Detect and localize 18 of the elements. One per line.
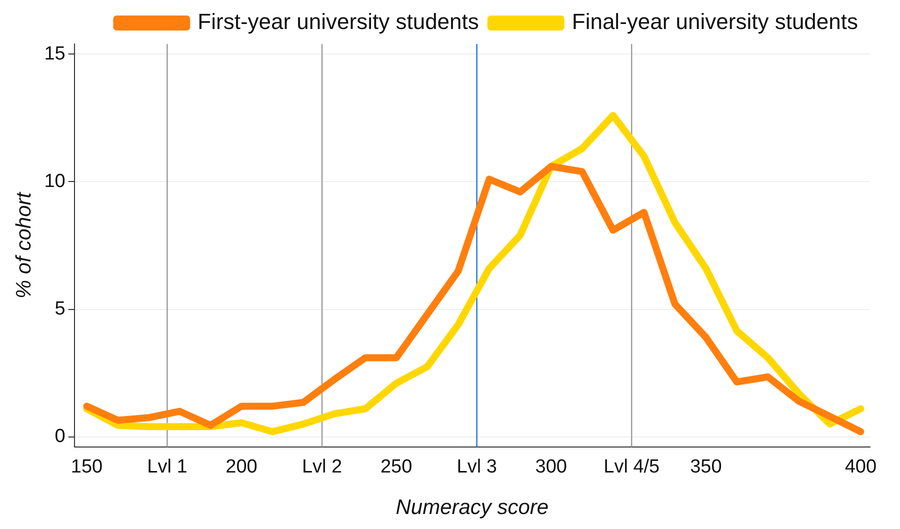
y-tick-label: 0	[54, 426, 66, 448]
x-tick-label: Lvl 4/5	[604, 456, 660, 478]
x-tick-label: 150	[70, 456, 103, 478]
y-tick-label: 5	[54, 298, 66, 320]
x-tick-label: Lvl 3	[456, 456, 497, 478]
legend-label: Final-year university students	[572, 9, 858, 34]
x-tick-label: 350	[690, 456, 722, 478]
x-tick-label: 300	[535, 456, 567, 478]
legend-label: First-year university students	[198, 9, 479, 34]
x-tick-label: 400	[844, 456, 877, 478]
x-tick-label: 250	[380, 456, 412, 478]
x-tick-label: Lvl 1	[147, 456, 188, 478]
x-axis-title: Numeracy score	[396, 496, 549, 520]
x-tick-label: 200	[226, 456, 258, 478]
y-axis-title: % of cohort	[12, 191, 36, 299]
y-tick-label: 15	[44, 43, 66, 64]
y-tick-label: 10	[44, 170, 66, 192]
x-tick-label: Lvl 2	[302, 456, 342, 478]
